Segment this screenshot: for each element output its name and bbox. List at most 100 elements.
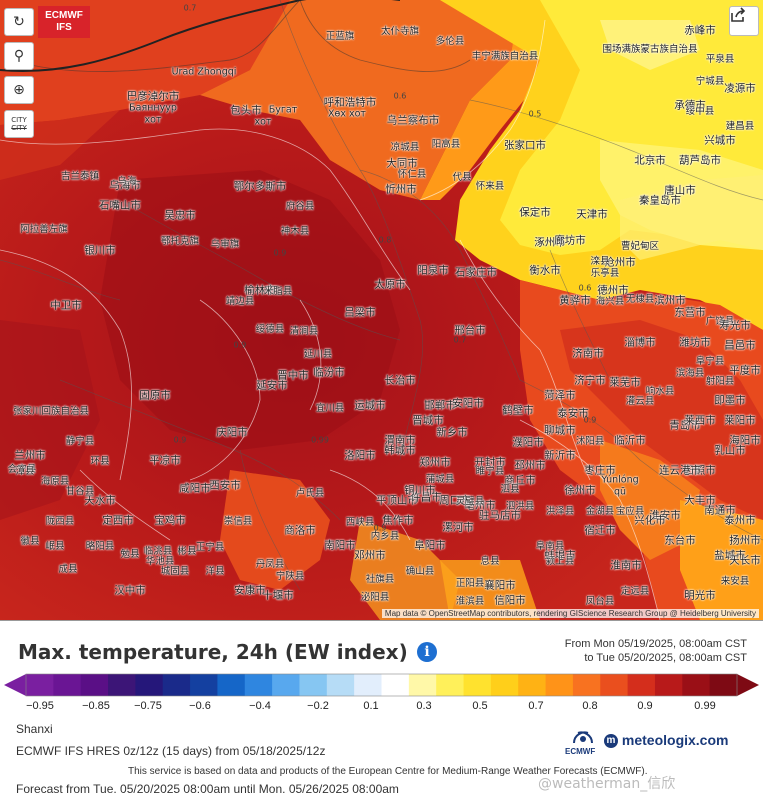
city-label: Yúnlóng [601,474,639,486]
city-label: 勉县 [120,549,140,560]
refresh-icon[interactable]: ↻ [4,8,34,36]
city-label: 宁城县 [695,76,725,87]
city-label: 衡水市 [529,264,561,277]
city-label: 绥中县 [685,106,715,117]
city-label: 亳州市 [464,499,496,512]
city-label: 西峡县 [345,517,375,528]
scale-tick-label: −0.4 [249,700,271,712]
city-label: 正阳县 [455,578,485,589]
city-label: 开封市 [474,456,506,469]
city-label: 临汾市 [313,366,345,379]
city-label: 乌海 [117,176,137,187]
page-title: Max. temperature, 24h (EW index) [18,640,408,664]
city-label: 鄂尔多斯市 [233,180,287,193]
scale-swatch [326,674,355,696]
city-label: 海兴县 [595,296,625,307]
meteologix-brand[interactable]: m meteologix.com [604,732,729,749]
city-label: 莱芜市 [609,376,641,389]
city-label: 廊坊市 [554,234,586,247]
city-label: 无棣县 [625,294,655,305]
scale-swatch [108,674,136,696]
city-label: 崇信县 [223,516,253,527]
city-label: 晋中市 [277,369,309,382]
city-label: 定远县 [620,586,650,597]
city-label: Бугат [268,104,298,116]
city-label: 围场满族蒙古族自治县 [602,44,698,55]
city-label: 许昌市 [410,491,442,504]
range-to: to Tue 05/20/2025, 08:00am CST [584,652,747,664]
info-icon[interactable]: i [417,642,437,662]
city-label: 扬州市 [729,534,761,547]
city-label: 张家口市 [504,139,546,152]
city-label: 多伦县 [435,36,465,47]
city-label: 来安县 [720,576,750,587]
location-pin-icon[interactable]: ⚲ [4,42,34,70]
scale-swatch [408,674,437,696]
city-label: 泰州市 [724,514,756,527]
city-label: 宁陕县 [275,571,305,582]
city-label: 铜川市 [404,484,436,497]
meteologix-icon: m [604,734,618,749]
city-toggle-button[interactable]: CITY CITY [4,110,34,138]
forecast-map[interactable]: ↻ ⚲ ⊕ CITY CITY ECMWF IFS Urad Zhongqi 巴彦… [0,0,763,621]
city-label: 确山县 [405,566,435,577]
share-button[interactable] [729,6,759,36]
city-label: 清涧县 [289,326,319,337]
city-label: 焦作市 [382,514,414,527]
city-label: 晋城市 [412,414,444,427]
city-label: 东台市 [664,534,696,547]
scale-tick-label: 0.7 [528,700,544,712]
city-label: 莱西市 [684,414,716,427]
scale-swatch [190,674,218,696]
city-label: 宝应县 [615,506,645,517]
city-label: 滨海县 [675,368,705,379]
city-label: 包头市 [230,104,262,117]
city-label: 怀仁县 [397,169,427,180]
city-label: 黄骅市 [559,294,591,307]
scale-tick-label: 0.8 [582,700,598,712]
scale-swatch [518,674,547,696]
city-label: 乌审旗 [210,239,240,250]
city-label: 天津市 [576,208,608,221]
scale-tick-label: −0.85 [82,700,110,712]
city-label: 绥德县 [255,324,285,335]
city-label: 德州市 [597,284,629,297]
temperature-field [0,0,763,620]
city-label: 延安市 [256,379,288,392]
city-label: 宜川县 [315,403,345,414]
city-label: 秦皇岛市 [639,194,681,207]
city-label: 安阳市 [452,397,484,410]
logo-line2: IFS [56,22,72,33]
city-label: 沭阳县 [575,436,605,447]
city-label: 宝鸡市 [154,514,186,527]
scale-swatch [654,674,683,696]
scale-swatch [26,674,54,696]
scale-swatch [80,674,109,696]
scale-tick-label: 0.3 [416,700,432,712]
city-label: 吕梁市 [344,306,376,319]
city-label: 滨州市 [654,294,686,307]
legend-panel: Max. temperature, 24h (EW index) i From … [0,630,763,800]
city-label: 颍上县 [545,556,575,567]
scale-swatch [135,674,164,696]
city-label: 府谷县 [285,201,315,212]
city-label: 环县 [90,456,110,467]
scale-tick-label: −0.75 [134,700,162,712]
city-label: 榆林市 [244,284,276,297]
city-label: Баяннуур [129,102,177,114]
city-label: 乌兰察布市 [386,114,440,127]
scale-swatch [381,674,410,696]
range-from: From Mon 05/19/2025, 08:00am CST [564,638,747,650]
city-label: 泰安市 [557,407,589,420]
city-label: 巴彦淖尔市 [126,90,180,103]
brand-text: meteologix.com [621,732,729,748]
city-label: 米脂县 [263,286,293,297]
city-label: 淮安市 [649,509,681,522]
city-label: 洛阳市 [344,449,376,462]
city-label: 张家川回族自治县 [12,406,90,417]
city-label: 寿光市 [719,319,751,332]
city-label: 阜宁县 [695,356,725,367]
city-label: 阜南县 [535,541,565,552]
city-label: 正宁县 [195,542,225,553]
zoom-icon[interactable]: ⊕ [4,76,34,104]
